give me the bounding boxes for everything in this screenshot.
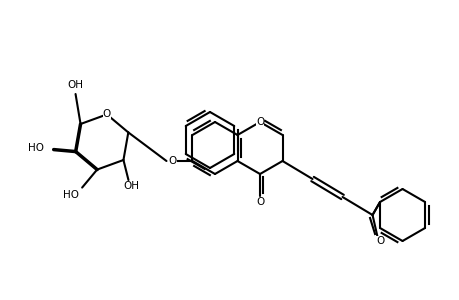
Text: O: O bbox=[255, 117, 263, 127]
Text: OH: OH bbox=[123, 181, 139, 191]
Text: O: O bbox=[375, 236, 384, 246]
Text: OH: OH bbox=[67, 80, 84, 90]
Text: HO: HO bbox=[63, 190, 79, 200]
Text: O: O bbox=[168, 156, 176, 166]
Text: HO: HO bbox=[28, 142, 44, 153]
Text: O: O bbox=[102, 110, 111, 119]
Text: O: O bbox=[255, 197, 263, 207]
